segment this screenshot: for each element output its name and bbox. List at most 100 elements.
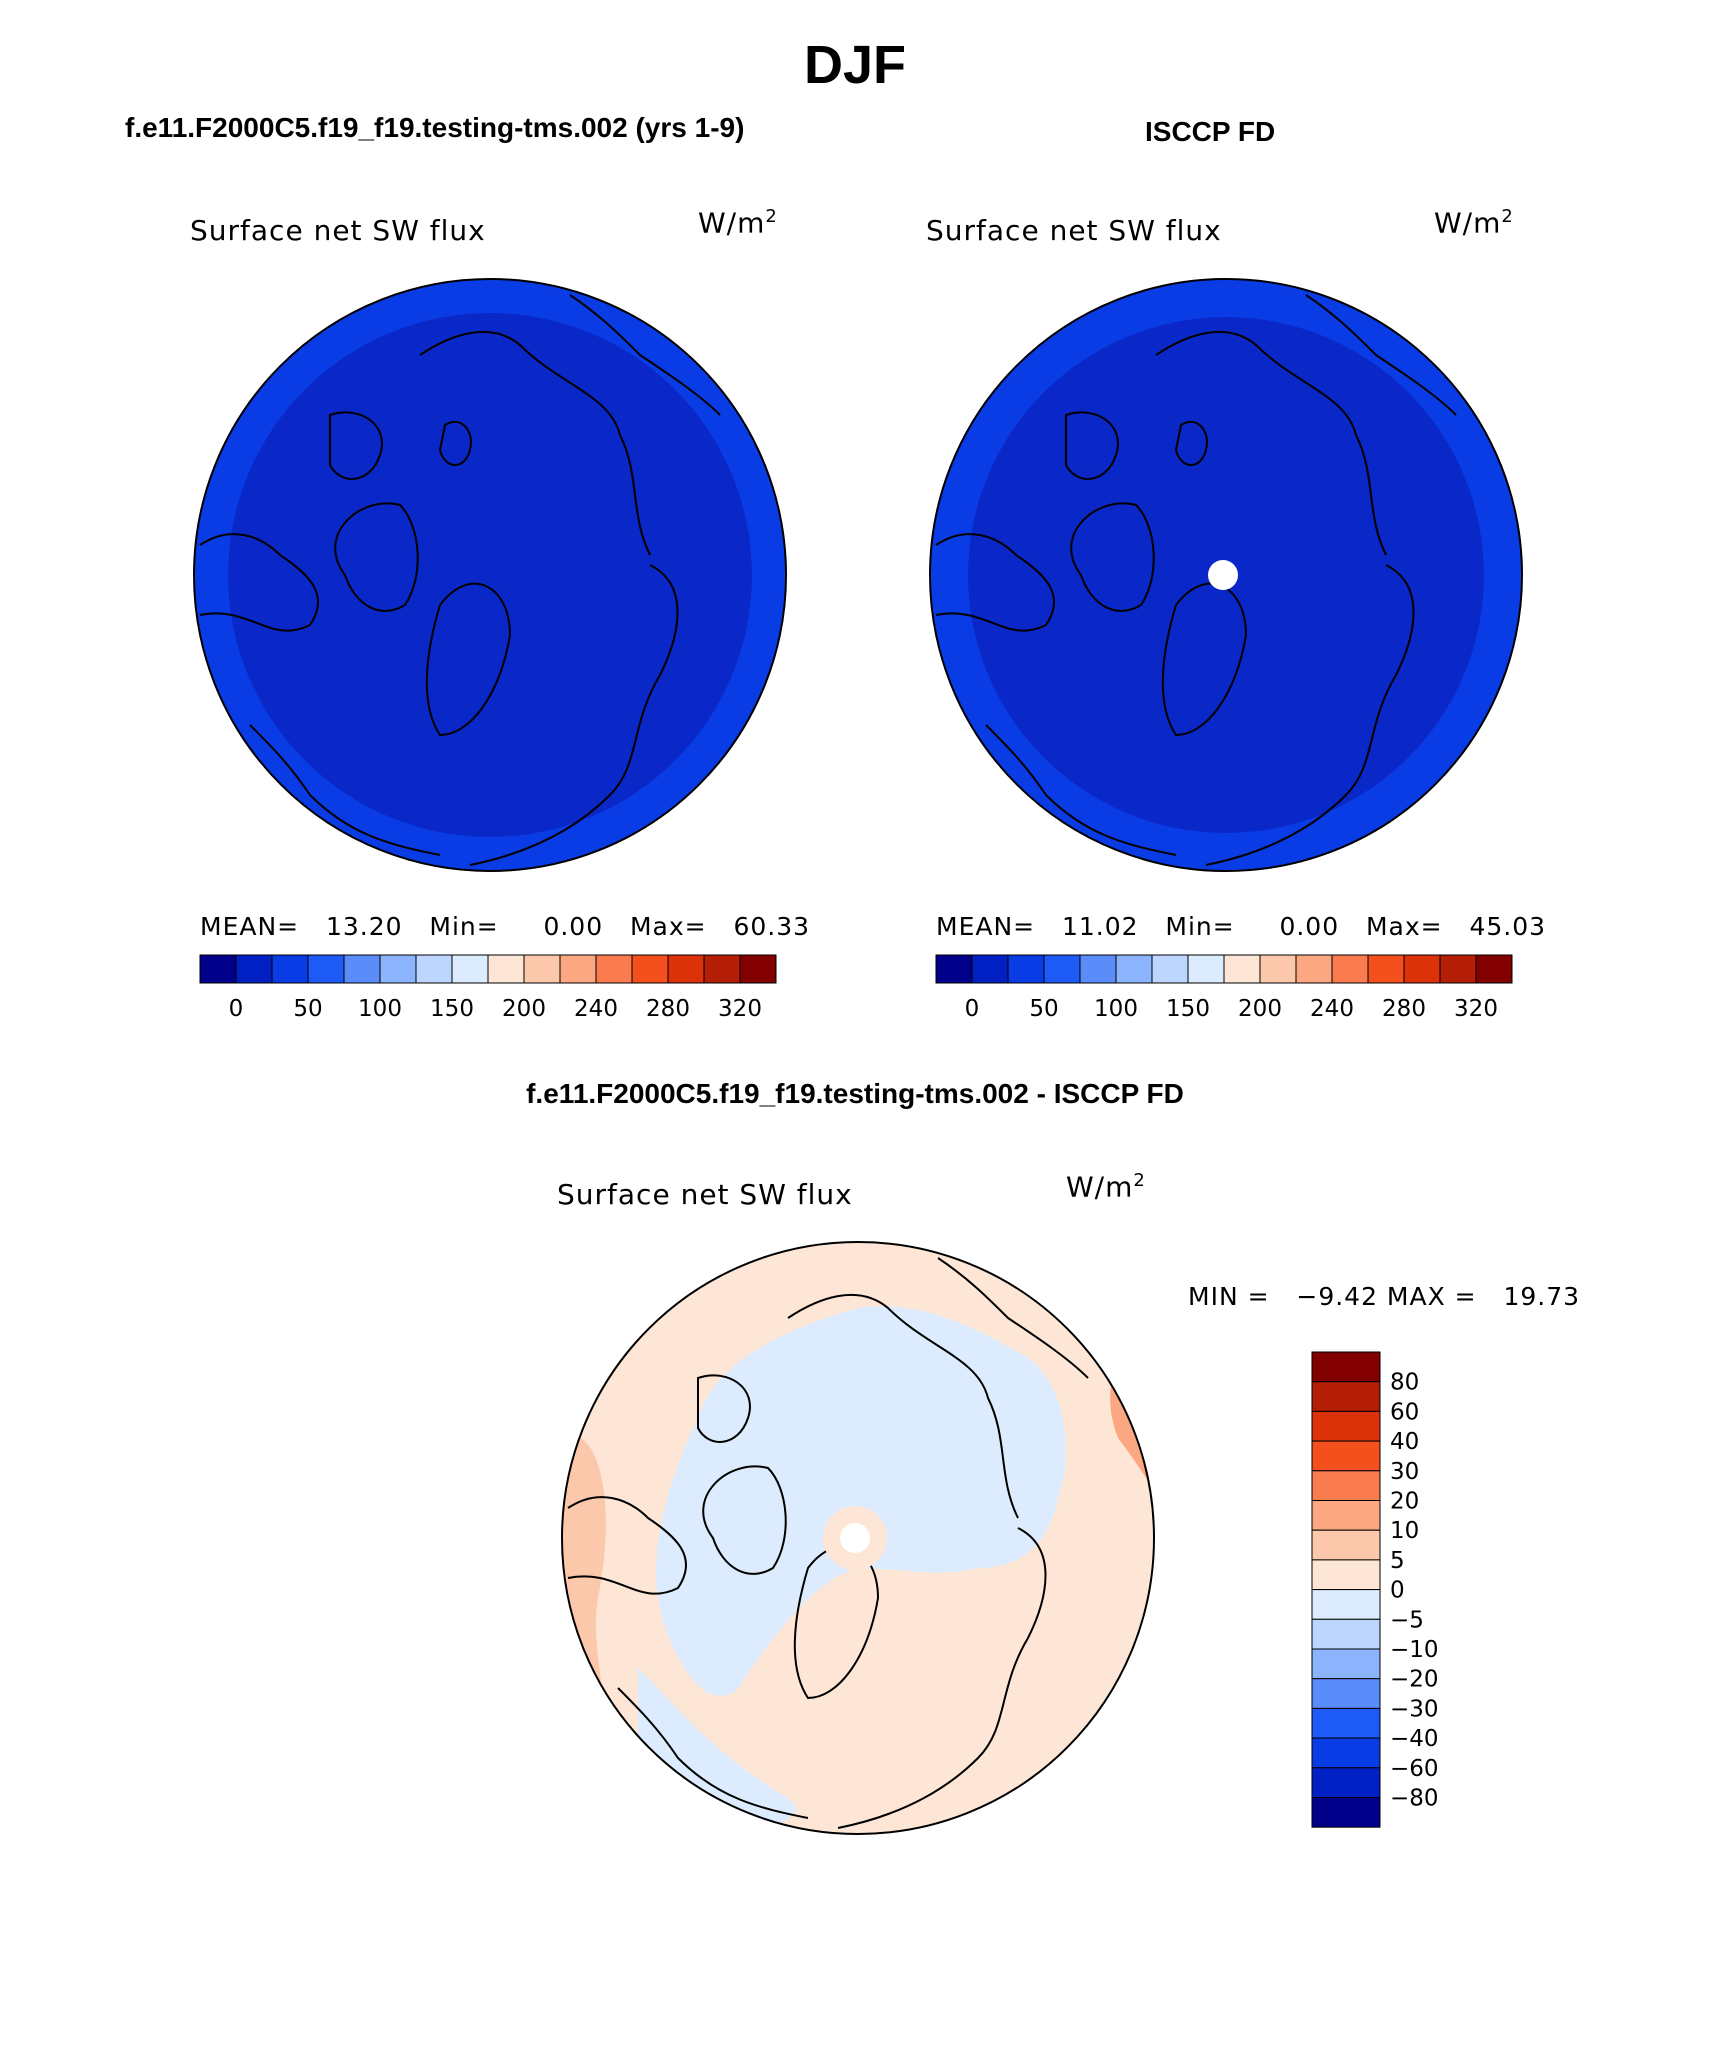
model-map-interior [228,313,752,837]
colorbar-tick-label: 200 [502,996,546,1022]
colorbar-tick-label: 30 [1390,1459,1419,1485]
diff-pole-hole [840,1523,870,1553]
colorbar-swatch [667,954,705,984]
colorbar-tick-label: 50 [293,996,322,1022]
colorbar-swatch [1295,954,1333,984]
model-variable-label: Surface net SW flux [190,214,486,247]
colorbar-swatch [631,954,669,984]
colorbar-swatch [235,954,273,984]
colorbar-swatch [1311,1737,1381,1769]
colorbar-swatch [1311,1351,1381,1383]
colorbar-swatch [1311,1797,1381,1828]
model-map [193,278,787,872]
colorbar-swatch [971,954,1009,984]
colorbar-tick-label: 80 [1390,1370,1419,1396]
diff-case-title: f.e11.F2000C5.f19_f19.testing-tms.002 - … [526,1078,1184,1109]
model-case-title: f.e11.F2000C5.f19_f19.testing-tms.002 (y… [125,112,745,143]
colorbar-tick-label: 50 [1029,996,1058,1022]
diff-variable-label: Surface net SW flux [557,1178,853,1211]
obs-case-title: ISCCP FD [1145,116,1276,147]
colorbar-tick-label: 20 [1390,1489,1419,1515]
diff-map-negative [656,1306,1067,1696]
model-coastlines [199,294,721,866]
colorbar-swatch [523,954,561,984]
colorbar-swatch [1115,954,1153,984]
colorbar-tick-label: 0 [229,996,244,1022]
colorbar-swatch [1311,1529,1381,1561]
colorbar-swatch [1151,954,1189,984]
obs-stats: MEAN= 11.02 Min= 0.00 Max= 45.03 [936,912,1547,941]
obs-variable-label: Surface net SW flux [926,214,1222,247]
colorbar-tick-label: 0 [1390,1578,1405,1604]
colorbar-swatch [271,954,309,984]
colorbar-swatch [935,954,973,984]
colorbar-swatch [1079,954,1117,984]
colorbar-tick-label: 320 [718,996,762,1022]
colorbar-swatch [1439,954,1477,984]
obs-coastlines [935,294,1457,866]
diff-map [561,1241,1155,1835]
colorbar-swatch [1311,1618,1381,1650]
obs-pole-hole [1208,560,1238,590]
colorbar-tick-label: −60 [1390,1756,1439,1782]
diff-coastlines [567,1257,1089,1829]
diff-units-label: W/m2 [1066,1170,1146,1204]
colorbar-tick-label: 60 [1390,1399,1419,1425]
colorbar-swatch [1311,1500,1381,1531]
colorbar-swatch [307,954,345,984]
colorbar-swatch [379,954,417,984]
obs-colorbar: 0 50 100 150 200 240 280 320 [935,954,1513,1022]
colorbar-tick-label: 0 [965,996,980,1022]
colorbar-swatch [1311,1678,1381,1709]
colorbar-swatch [1475,954,1513,984]
colorbar-tick-label: 280 [1382,996,1426,1022]
colorbar-tick-label: 5 [1390,1548,1405,1574]
colorbar-swatch [1311,1410,1381,1442]
colorbar-tick-label: 40 [1390,1429,1419,1455]
colorbar-swatch [1331,954,1369,984]
colorbar-tick-label: 10 [1390,1518,1419,1544]
page-title: DJF [803,35,906,95]
colorbar-tick-label: 240 [1310,996,1354,1022]
colorbar-swatch [1403,954,1441,984]
colorbar-tick-label: −5 [1390,1607,1424,1633]
colorbar-tick-label: 240 [574,996,618,1022]
colorbar-tick-label: 150 [430,996,474,1022]
model-stats: MEAN= 13.20 Min= 0.00 Max= 60.33 [200,912,811,941]
colorbar-swatch [1311,1589,1381,1620]
obs-units-label: W/m2 [1434,206,1514,240]
colorbar-swatch [1311,1381,1381,1412]
colorbar-swatch [415,954,453,984]
colorbar-swatch [739,954,777,984]
colorbar-tick-label: −10 [1390,1637,1439,1663]
colorbar-swatch [1311,1440,1381,1472]
colorbar-tick-label: 100 [358,996,402,1022]
colorbar-swatch [1259,954,1297,984]
colorbar-tick-label: 280 [646,996,690,1022]
colorbar-tick-label: 100 [1094,996,1138,1022]
colorbar-tick-label: −20 [1390,1667,1439,1693]
colorbar-tick-label: −40 [1390,1726,1439,1752]
colorbar-swatch [1007,954,1045,984]
colorbar-swatch [487,954,525,984]
colorbar-swatch [1367,954,1405,984]
colorbar-swatch [1223,954,1261,984]
diff-colorbar: 80 60 40 30 20 10 5 0 −5 −10 −20 −30 −40 −60 −80 [1311,1351,1439,1828]
colorbar-tick-label: 320 [1454,996,1498,1022]
colorbar-swatch [1187,954,1225,984]
obs-map [929,278,1523,872]
colorbar-tick-label: −80 [1390,1786,1439,1812]
diff-minmax: MIN = −9.42 MAX = 19.73 [1188,1282,1581,1311]
colorbar-swatch [1311,1767,1381,1798]
colorbar-swatch [451,954,489,984]
colorbar-swatch [199,954,237,984]
colorbar-swatch [595,954,633,984]
colorbar-swatch [343,954,381,984]
model-units-label: W/m2 [698,206,778,240]
colorbar-swatch [703,954,741,984]
model-colorbar: 0 50 100 150 200 240 280 320 [199,954,777,1022]
colorbar-swatch [1043,954,1081,984]
colorbar-swatch [1311,1470,1381,1502]
colorbar-tick-label: −30 [1390,1696,1439,1722]
colorbar-swatch [1311,1559,1381,1591]
